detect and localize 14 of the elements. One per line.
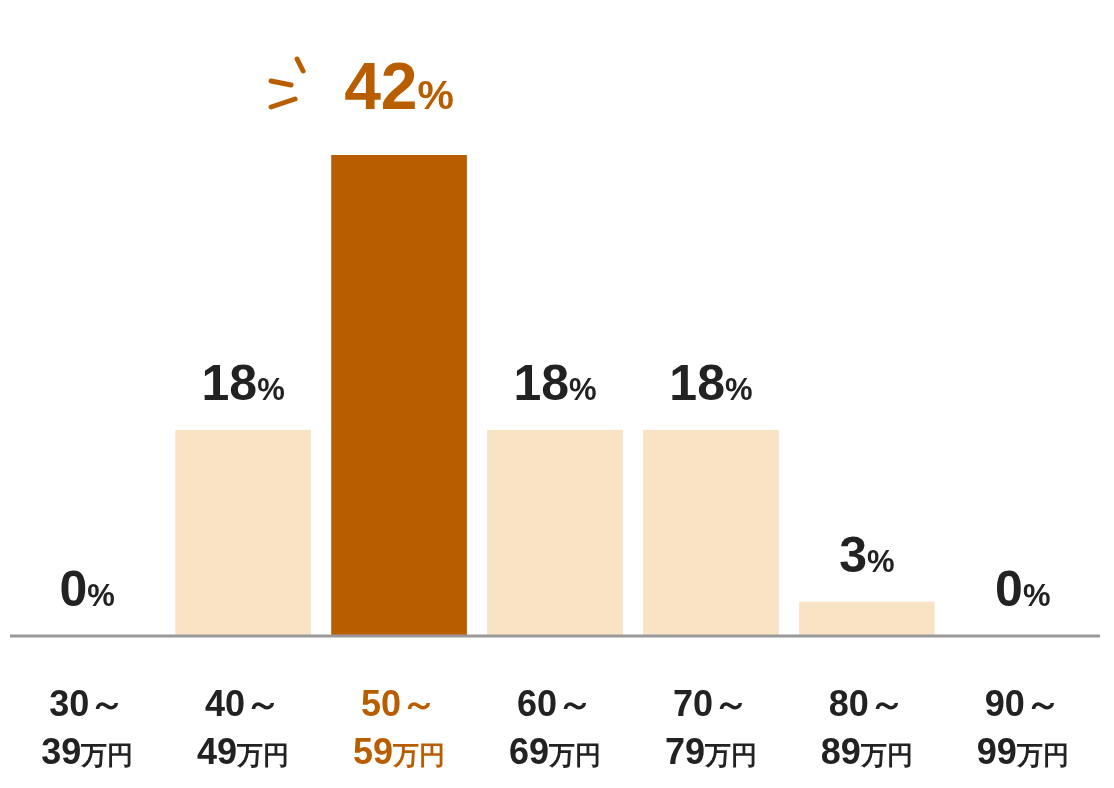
x-tick-label: 50～ 59万円 <box>353 683 446 772</box>
x-tick-label: 40～ 49万円 <box>197 683 290 772</box>
data-label: 18% <box>513 354 597 411</box>
x-tick-label: 30～ 39万円 <box>41 683 134 772</box>
data-label: 18% <box>669 354 753 411</box>
x-tick-label: 80～ 89万円 <box>820 683 913 772</box>
x-tick-label: 70～ 79万円 <box>664 683 757 772</box>
data-label: 0% <box>59 561 115 617</box>
data-label: 0% <box>995 561 1051 617</box>
x-tick-label: 60～ 69万円 <box>508 683 602 772</box>
data-label: 18% <box>201 354 285 411</box>
x-tick-label: 90～ 99万円 <box>976 683 1069 772</box>
data-label: 3% <box>839 526 895 583</box>
data-label: 42% <box>344 49 454 123</box>
